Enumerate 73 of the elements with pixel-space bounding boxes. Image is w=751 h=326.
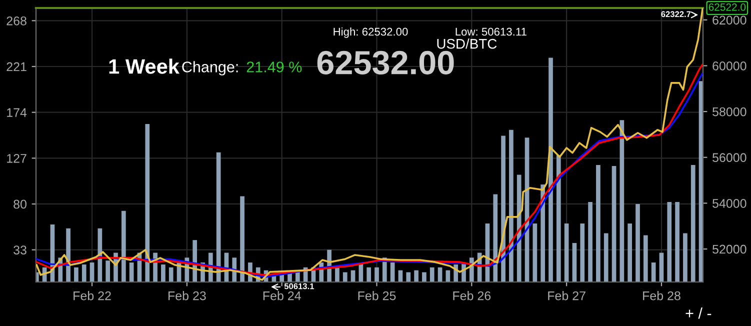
x-tick-label: Feb 22 — [74, 291, 111, 300]
bar — [556, 155, 561, 282]
bar — [604, 233, 608, 282]
annotation: Low: 50613.11 — [456, 28, 526, 36]
bar — [422, 272, 426, 282]
bar — [588, 202, 592, 282]
bar — [548, 58, 553, 282]
bar — [390, 262, 395, 282]
y2-tick-label: 54000 — [712, 198, 746, 208]
bar — [240, 196, 244, 282]
annotation: 62322.7 — [661, 11, 691, 18]
bar — [509, 130, 514, 282]
annotation: 21.49 % — [246, 62, 302, 72]
bar — [516, 174, 522, 282]
bar — [675, 202, 680, 282]
bar — [121, 210, 126, 282]
bar — [580, 223, 585, 282]
bar — [366, 267, 372, 282]
y-tick-label: 127 — [7, 154, 26, 163]
y2-tick-label: 58000 — [712, 107, 746, 116]
bar — [493, 194, 498, 282]
x-tick-label: Feb 28 — [643, 291, 680, 300]
bar — [690, 164, 696, 282]
bar — [564, 223, 569, 282]
annotation: 1 Week — [109, 58, 180, 74]
bar — [82, 264, 86, 282]
bar — [335, 267, 340, 282]
bar — [643, 235, 648, 282]
y-tick-label: 80 — [14, 200, 26, 209]
bar — [129, 262, 134, 282]
bar — [651, 262, 656, 282]
bar — [612, 166, 616, 282]
y-tick-label: 33 — [14, 246, 26, 254]
y2-tick-label: 56000 — [712, 153, 746, 162]
y2-tick-label: 62000 — [712, 16, 746, 25]
bar — [430, 267, 434, 282]
bar — [540, 184, 546, 282]
text: 50613.1 — [284, 283, 314, 290]
y-tick-label: 221 — [6, 62, 26, 72]
bar — [572, 242, 577, 282]
bar — [161, 264, 166, 282]
y-tick-label: 268 — [6, 16, 26, 26]
x-tick-label: Feb 24 — [263, 291, 301, 300]
bar — [74, 267, 78, 282]
annotation: USD/BTC — [437, 38, 497, 49]
bar — [628, 223, 632, 282]
y-tick-label: 174 — [7, 108, 27, 117]
bar — [342, 272, 348, 282]
text: + / - — [686, 307, 712, 319]
bar — [406, 272, 411, 282]
bar — [90, 262, 94, 282]
x-tick-label: Feb 25 — [358, 291, 396, 300]
bar — [596, 164, 600, 282]
annotation: High: 62532.00 — [334, 27, 408, 38]
annotation: 62532.00 — [317, 50, 454, 75]
bar — [145, 124, 150, 282]
bar — [168, 267, 174, 282]
bar — [683, 233, 688, 282]
bar — [532, 223, 538, 282]
y2-tick-label: 52000 — [712, 244, 746, 254]
x-tick-label: Feb 27 — [548, 291, 586, 300]
bar — [501, 136, 506, 282]
bar — [414, 270, 418, 282]
x-tick-label: Feb 26 — [453, 291, 491, 300]
bar — [106, 260, 110, 282]
text: 62522.0 — [708, 3, 746, 11]
y2-tick-label: 60000 — [712, 62, 746, 70]
x-tick-label: Feb 23 — [168, 291, 206, 300]
bar — [659, 252, 664, 282]
bar — [374, 267, 379, 282]
bar — [636, 204, 640, 282]
annotation: Change: — [182, 61, 238, 76]
bar — [667, 202, 672, 282]
